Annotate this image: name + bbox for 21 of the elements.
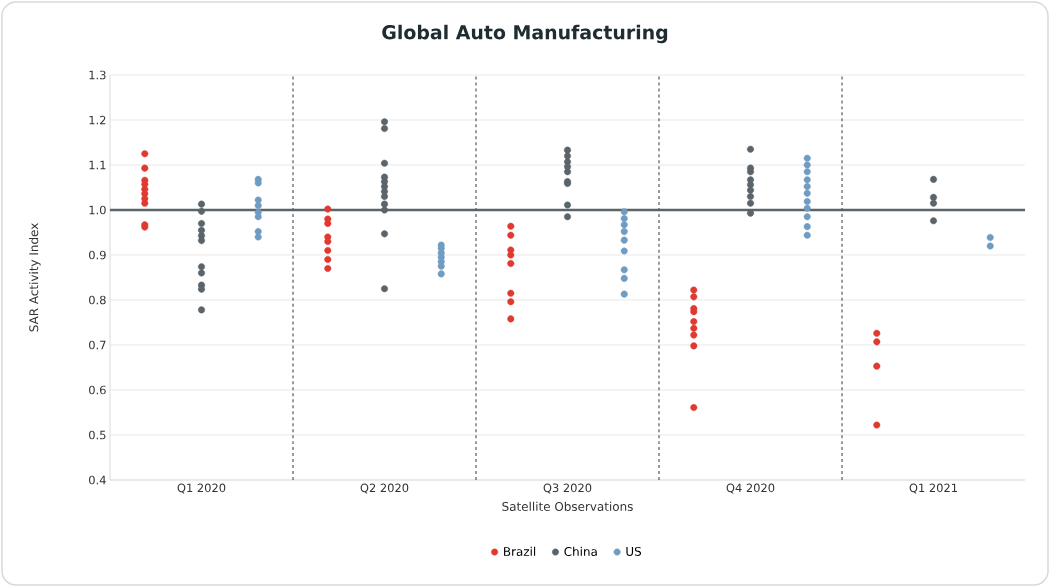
legend-label: Brazil [504, 546, 536, 557]
x-tick-label: Q3 2020 [543, 483, 592, 494]
y-tick-label: 1.3 [89, 70, 106, 80]
x-tick-label: Q1 2021 [909, 483, 957, 494]
x-tick-label: Q4 2020 [726, 483, 775, 494]
y-tick-label: 1.1 [89, 160, 106, 170]
y-tick-label: 0.8 [89, 295, 106, 305]
x-tick-label: Q1 2020 [177, 483, 226, 494]
y-tick-label: 0.6 [89, 385, 106, 395]
y-tick-label: 1.2 [89, 115, 106, 125]
x-tick-label: Q2 2020 [360, 483, 409, 494]
legend-label: China [564, 546, 597, 557]
chart-title: Global Auto Manufacturing [382, 24, 668, 44]
legend-label: US [626, 546, 642, 556]
y-tick-label: 0.9 [89, 250, 106, 260]
x-axis-title: Satellite Observations [502, 501, 633, 511]
y-tick-label: 1.0 [89, 205, 106, 215]
y-tick-label: 0.5 [89, 430, 106, 440]
y-tick-label: 0.4 [89, 475, 106, 485]
y-tick-label: 0.7 [89, 340, 106, 350]
y-axis-title: SAR Activity Index [29, 223, 41, 332]
